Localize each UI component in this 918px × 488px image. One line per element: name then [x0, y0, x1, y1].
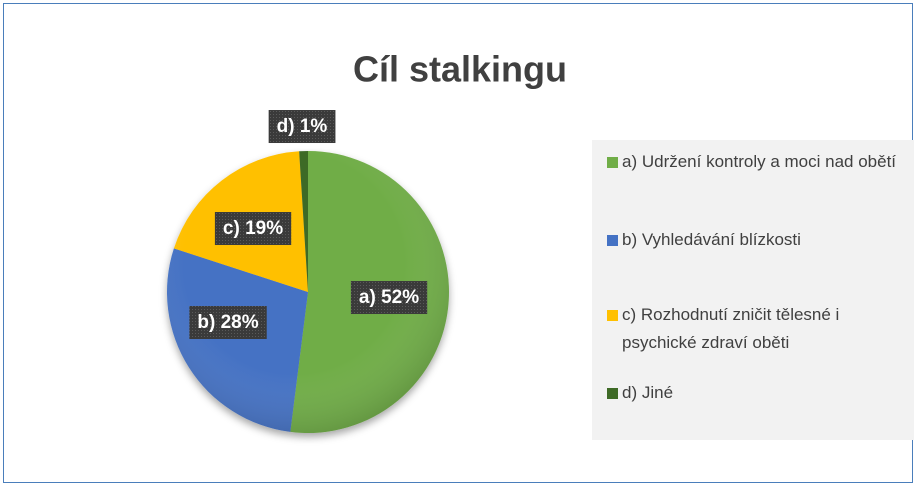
- data-label-box: [268, 110, 336, 144]
- legend-item: a) Udržení kontroly a moci nad obětí: [607, 148, 917, 176]
- data-label: c) 19%: [223, 218, 283, 239]
- data-label: a) 52%: [359, 287, 419, 308]
- data-label-box: [189, 306, 267, 340]
- legend-label: c) Rozhodnutí zničit tělesné i psychické…: [622, 305, 840, 352]
- data-label: b) 28%: [197, 312, 258, 333]
- legend-label: a) Udržení kontroly a moci nad obětí: [622, 152, 897, 171]
- legend: a) Udržení kontroly a moci nad obětí b) V…: [592, 140, 914, 440]
- legend-item: b) Vyhledávání blízkosti: [607, 226, 917, 254]
- data-label-box: [214, 212, 292, 246]
- legend-swatch: [607, 157, 618, 168]
- legend-swatch: [607, 235, 618, 246]
- legend-item: c) Rozhodnutí zničit tělesné i psychické…: [607, 301, 917, 357]
- chart-title: Cíl stalkingu: [353, 49, 567, 90]
- data-label-box: [350, 281, 428, 315]
- legend-label: b) Vyhledávání blízkosti: [622, 230, 801, 249]
- legend-swatch: [607, 388, 618, 399]
- legend-item: d) Jiné: [607, 379, 917, 407]
- legend-label: d) Jiné: [622, 383, 674, 402]
- data-label: d) 1%: [277, 116, 328, 137]
- data-labels: a) 52% b) 28% c) 19% d) 1%: [189, 110, 428, 340]
- legend-swatch: [607, 310, 618, 321]
